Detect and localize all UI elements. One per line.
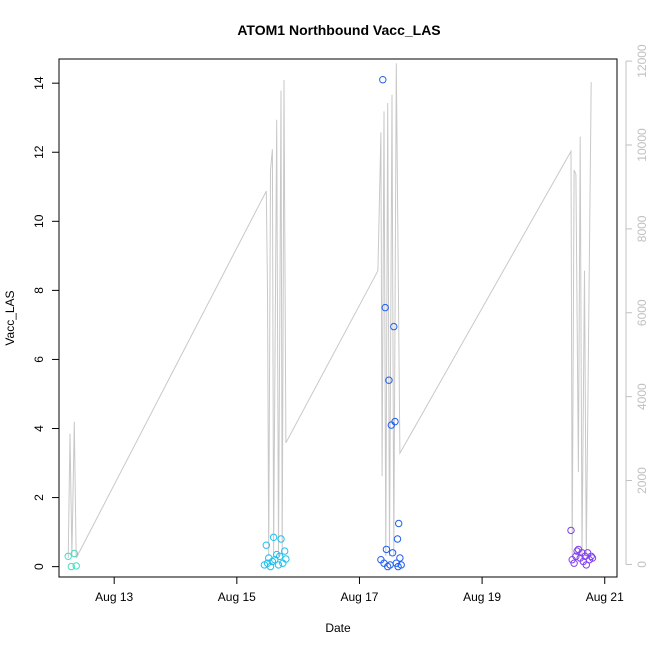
data-point-2-13: [393, 535, 402, 543]
plot-area: [58, 58, 618, 578]
y2-tick-label-2: 4000: [635, 383, 649, 410]
x-tick-label-0: Aug 13: [95, 590, 133, 604]
data-point-3-14: [588, 554, 597, 562]
data-point-0-1: [67, 562, 76, 571]
data-point-3-4: [573, 547, 581, 555]
data-point-2-4: [382, 545, 391, 554]
y-tick-label-0: 0: [32, 563, 46, 570]
data-point-3-3: [572, 552, 580, 560]
line-series-layer: [67, 63, 592, 559]
data-point-1-14: [282, 555, 290, 563]
x-tick-label-4: Aug 21: [586, 590, 624, 604]
y-tick-label-5: 10: [32, 214, 46, 228]
data-point-1-10: [276, 552, 284, 560]
y-axis-left: 0 2 4 6 8 10 12 14: [32, 76, 59, 570]
y-tick-label-3: 6: [32, 356, 46, 363]
data-point-2-15: [395, 519, 403, 528]
y2-tick-label-5: 10000: [635, 128, 649, 162]
x-tick-label-3: Aug 19: [463, 590, 501, 604]
data-point-0-3: [72, 562, 80, 570]
data-point-2-9: [388, 549, 397, 557]
data-point-1-1: [262, 541, 270, 549]
secondary-line-series: [67, 63, 592, 559]
data-point-2-11: [391, 417, 399, 426]
y2-tick-label-3: 6000: [635, 299, 649, 326]
data-point-3-0: [567, 526, 575, 535]
y2-tick-label-6: 12000: [635, 44, 649, 78]
data-point-1-4: [266, 562, 275, 571]
data-point-1-7: [271, 556, 279, 564]
data-point-0-2: [70, 549, 79, 558]
x-tick-label-1: Aug 15: [218, 590, 256, 604]
data-point-3-13: [587, 552, 595, 560]
data-point-2-10: [390, 322, 398, 331]
y-tick-label-1: 2: [32, 494, 46, 501]
data-point-3-2: [570, 559, 578, 567]
x-tick-label-2: Aug 17: [340, 590, 378, 604]
data-point-1-6: [269, 533, 278, 541]
data-point-1-13: [281, 547, 289, 555]
data-point-2-1: [379, 76, 387, 84]
x-axis-label: Date: [325, 621, 351, 635]
y-tick-label-6: 12: [32, 145, 46, 159]
y2-tick-label-0: 0: [635, 561, 649, 568]
data-point-0-0: [64, 552, 72, 560]
x-axis: Aug 13 Aug 15 Aug 17 Aug 19 Aug 21: [95, 577, 624, 604]
data-point-2-6: [385, 376, 393, 384]
y-tick-label-4: 8: [32, 287, 46, 294]
y2-tick-label-1: 2000: [635, 467, 649, 494]
y-tick-label-7: 14: [32, 76, 46, 90]
y-tick-label-2: 4: [32, 425, 46, 432]
data-point-2-16: [396, 554, 404, 562]
points-layer: [64, 76, 597, 571]
data-point-1-9: [274, 561, 283, 569]
chart-title: ATOM1 Northbound Vacc_LAS: [237, 22, 440, 38]
data-point-2-3: [381, 303, 389, 312]
y-axis-label: Vacc_LAS: [3, 290, 17, 345]
data-point-1-5: [268, 557, 277, 566]
y2-tick-label-4: 8000: [635, 215, 649, 242]
data-point-2-17: [397, 561, 405, 569]
y-axis-right: 0 2000 4000 6000 8000 10000 12000: [625, 44, 649, 568]
data-point-1-11: [277, 535, 285, 543]
